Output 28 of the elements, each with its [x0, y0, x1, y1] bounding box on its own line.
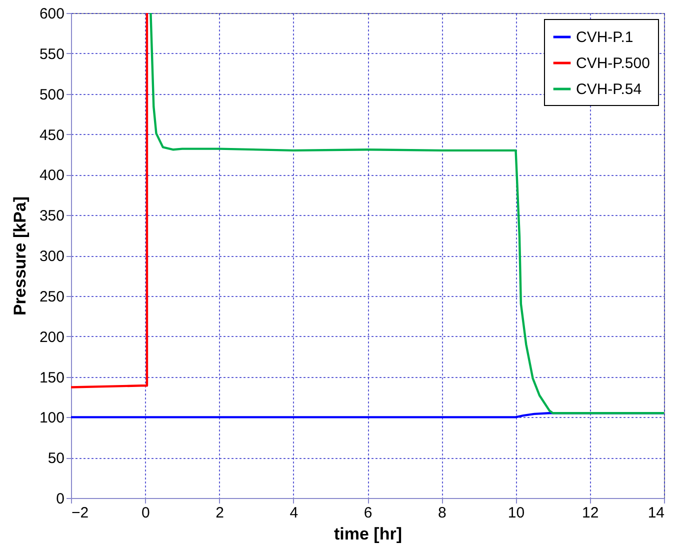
- y-tick-label: 400: [39, 167, 64, 184]
- y-tick-label: 600: [39, 6, 64, 22]
- y-tick-label: 200: [39, 328, 64, 346]
- legend-label: CVH-P.1: [576, 29, 634, 46]
- y-tick-label: 450: [39, 126, 64, 144]
- y-tick-label: 150: [39, 369, 64, 386]
- y-tick-label: 50: [48, 450, 64, 468]
- y-tick-label: 550: [39, 46, 64, 63]
- y-tick-label: 350: [39, 208, 64, 225]
- y-tick-label: 0: [56, 490, 64, 508]
- y-axis-title: Pressure [kPa]: [10, 196, 30, 316]
- x-tick-label: 10: [508, 504, 525, 522]
- x-tick-label: 14: [648, 504, 664, 522]
- legend-label: CVH-P.54: [576, 81, 642, 98]
- x-tick-label: 4: [290, 504, 298, 522]
- y-tick-label: 250: [39, 288, 64, 306]
- y-tick-label: 100: [39, 410, 64, 427]
- x-axis-title: time [hr]: [334, 524, 402, 544]
- legend-label: CVH-P.500: [576, 55, 650, 72]
- line-series: [150, 13, 664, 414]
- x-tick-label: −2: [72, 504, 89, 522]
- y-tick-label: 500: [39, 86, 64, 104]
- x-tick-label: 2: [216, 504, 224, 522]
- x-tick-label: 8: [438, 504, 446, 522]
- x-tick-label: 0: [141, 504, 150, 522]
- x-tick-label: 12: [582, 504, 599, 522]
- y-tick-label: 300: [39, 248, 64, 265]
- x-tick-label: 6: [364, 504, 372, 522]
